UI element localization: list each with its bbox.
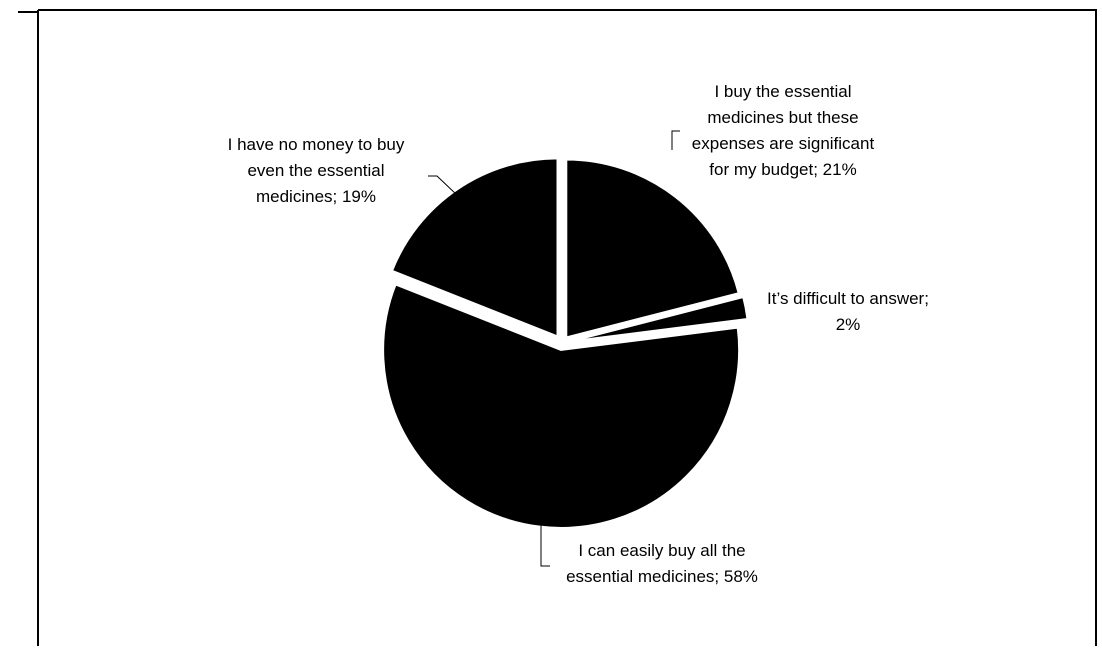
leader-line-3 xyxy=(540,520,550,567)
slice-label-line: It’s difficult to answer; xyxy=(767,289,929,308)
slice-label-4: I have no money to buy even the essential… xyxy=(228,135,405,206)
pie-slice-1 xyxy=(565,158,740,339)
slice-label-line: expenses are significant xyxy=(692,134,875,153)
pie-slices xyxy=(382,157,749,529)
slice-labels: I buy the essential medicines but these ex… xyxy=(228,82,929,586)
slice-label-line: I have no money to buy xyxy=(228,135,405,154)
slice-label-2: It’s difficult to answer; 2% xyxy=(767,289,929,334)
slice-label-line: medicines but these xyxy=(707,108,858,127)
slice-label-line: 2% xyxy=(836,315,861,334)
leader-lines xyxy=(428,130,740,567)
leader-line-4 xyxy=(428,175,459,197)
leader-line-1 xyxy=(671,130,680,150)
slice-label-1: I buy the essential medicines but these ex… xyxy=(692,82,875,179)
slice-label-line: essential medicines; 58% xyxy=(566,567,758,586)
slice-label-line: I can easily buy all the xyxy=(578,541,745,560)
slice-label-line: even the essential xyxy=(247,161,384,180)
slice-label-line: I buy the essential xyxy=(714,82,851,101)
slice-label-3: I can easily buy all the essential medici… xyxy=(566,541,758,586)
slice-label-line: for my budget; 21% xyxy=(709,160,856,179)
pie-slice-2 xyxy=(570,295,749,343)
chart-border xyxy=(38,9,1097,646)
pie-slice-4 xyxy=(390,157,559,338)
pie-slice-3 xyxy=(382,283,741,529)
slice-label-line: medicines; 19% xyxy=(256,187,376,206)
